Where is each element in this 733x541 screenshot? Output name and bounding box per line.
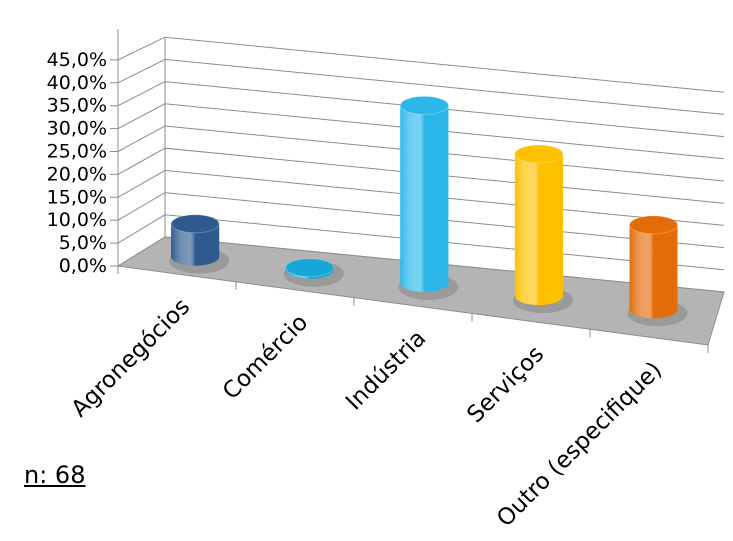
bar-2 xyxy=(283,258,344,287)
y-tick-label: 5,0% xyxy=(59,232,107,254)
bar-base-shade xyxy=(629,300,678,319)
x-tick-label: Indústria xyxy=(341,325,431,415)
x-tick-label: Comércio xyxy=(218,310,313,405)
bar-1 xyxy=(169,214,230,274)
bar-top xyxy=(285,258,335,278)
bar-highlight xyxy=(514,154,563,297)
bar-base-shade xyxy=(400,273,449,292)
y-tick-label: 15,0% xyxy=(47,186,107,208)
y-tick-label: 35,0% xyxy=(47,95,107,117)
sample-size-note: n: 68 xyxy=(24,461,86,489)
bar-5 xyxy=(627,215,688,327)
y-tick-label: 25,0% xyxy=(47,141,107,163)
x-tick-label: Serviços xyxy=(462,341,549,428)
x-tick-label: Agronegócios xyxy=(67,294,196,423)
y-axis: 0,0%5,0%10,0%15,0%20,0%25,0%30,0%35,0%40… xyxy=(47,49,118,277)
bar-top xyxy=(170,214,220,234)
bars xyxy=(169,95,688,327)
bar-3 xyxy=(398,95,459,300)
bar-top xyxy=(514,144,564,164)
bar-top xyxy=(629,215,679,235)
chart-back-wall xyxy=(117,29,725,293)
bar-highlight xyxy=(629,224,678,310)
y-tick-label: 0,0% xyxy=(59,255,107,277)
bar-base-shade xyxy=(171,247,220,266)
y-tick-label: 20,0% xyxy=(47,163,107,185)
y-tick-label: 30,0% xyxy=(47,118,107,140)
gridline xyxy=(117,36,725,93)
y-tick-label: 10,0% xyxy=(47,209,107,231)
bar-highlight xyxy=(400,105,449,283)
y-tick-label: 40,0% xyxy=(47,72,107,94)
bar-base-shade xyxy=(514,287,563,306)
bar-4 xyxy=(512,144,573,314)
bar-top xyxy=(399,95,449,115)
y-tick-label: 45,0% xyxy=(47,49,107,71)
